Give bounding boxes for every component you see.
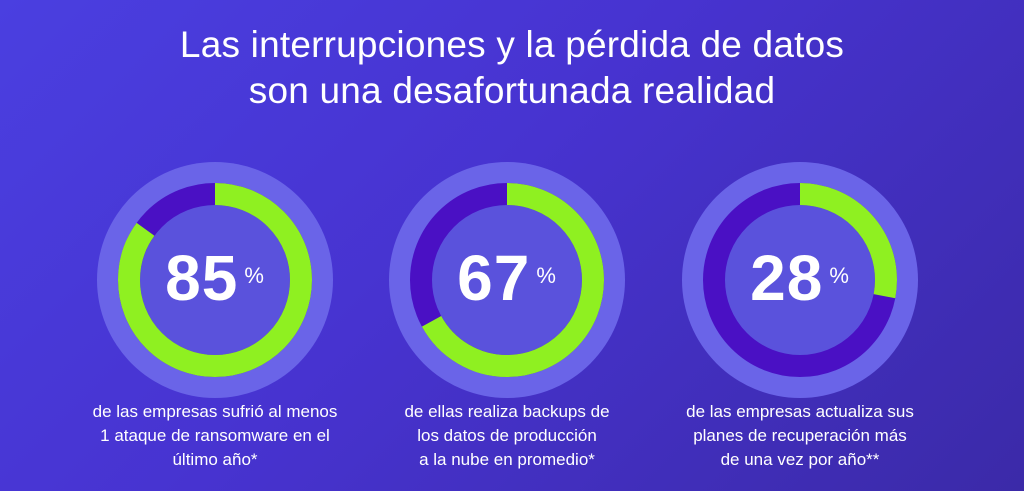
page-title: Las interrupciones y la pérdida de datos… xyxy=(0,22,1024,114)
donut-inner xyxy=(714,194,886,366)
desc-line: de ellas realiza backups de xyxy=(404,402,610,421)
stat-number: 28 xyxy=(750,242,824,314)
stat-value: 85% xyxy=(95,246,335,310)
donut-progress-arc xyxy=(410,183,604,377)
percent-sign: % xyxy=(536,263,557,288)
donut-chart-recovery-plans xyxy=(682,162,918,398)
stat-number: 85 xyxy=(165,242,239,314)
stat-card-ransomware: 85% xyxy=(95,160,335,400)
donut-inner xyxy=(129,194,301,366)
stat-value: 28% xyxy=(680,246,920,310)
donut-chart-ransomware xyxy=(97,162,333,398)
donut-progress-arc xyxy=(703,183,897,377)
desc-line: de una vez por año** xyxy=(720,450,880,469)
donut-progress-arc xyxy=(118,183,312,377)
stat-number: 67 xyxy=(457,242,531,314)
desc-line: planes de recuperación más xyxy=(693,426,907,445)
desc-line: de las empresas actualiza sus xyxy=(686,402,914,421)
title-line-1: Las interrupciones y la pérdida de datos xyxy=(179,24,845,65)
donut-chart-backups xyxy=(389,162,625,398)
donut-inner xyxy=(421,194,593,366)
desc-line: 1 ataque de ransomware en el xyxy=(100,426,330,445)
stat-description-recovery-plans: de las empresas actualiza sus planes de … xyxy=(650,400,950,472)
title-line-2: son una desafortunada realidad xyxy=(248,70,776,111)
stat-description-ransomware: de las empresas sufrió al menos 1 ataque… xyxy=(65,400,365,472)
percent-sign: % xyxy=(829,263,850,288)
stat-card-backups: 67% xyxy=(387,160,627,400)
stat-description-backups: de ellas realiza backups de los datos de… xyxy=(357,400,657,472)
percent-sign: % xyxy=(244,263,265,288)
desc-line: último año* xyxy=(172,450,258,469)
desc-line: los datos de producción xyxy=(417,426,597,445)
desc-line: de las empresas sufrió al menos xyxy=(92,402,338,421)
desc-line: a la nube en promedio* xyxy=(419,450,595,469)
stat-card-recovery-plans: 28% xyxy=(680,160,920,400)
stat-value: 67% xyxy=(387,246,627,310)
